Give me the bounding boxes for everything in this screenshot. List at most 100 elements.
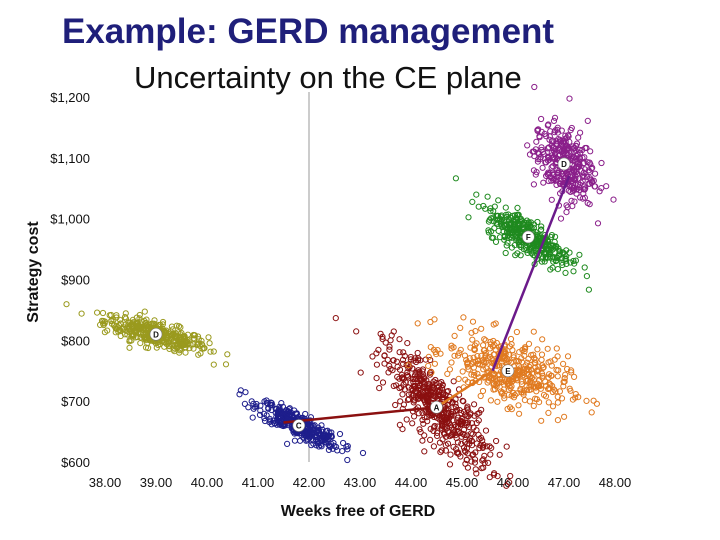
scatter-point	[446, 366, 453, 373]
scatter-point	[418, 393, 425, 400]
scatter-point	[583, 174, 591, 181]
scatter-point	[190, 345, 197, 352]
scatter-point	[515, 211, 522, 218]
scatter-point	[486, 354, 493, 361]
scatter-point	[101, 329, 109, 336]
scatter-point	[445, 407, 452, 414]
scatter-point	[153, 344, 160, 351]
scatter-point	[464, 405, 471, 412]
scatter-point	[560, 360, 567, 367]
scatter-point	[130, 319, 137, 326]
scatter-point	[562, 269, 569, 276]
scatter-point	[460, 398, 467, 405]
scatter-point	[585, 167, 592, 174]
scatter-point	[495, 227, 502, 234]
scatter-point	[175, 323, 183, 330]
scatter-point	[417, 375, 424, 382]
scatter-point	[406, 363, 413, 370]
x-tick-label: 48.00	[599, 475, 632, 490]
frontier-segment	[283, 406, 437, 424]
scatter-point	[494, 398, 501, 405]
scatter-point	[558, 395, 566, 402]
scatter-point	[548, 372, 555, 379]
scatter-point	[122, 315, 130, 322]
x-tick-labels: 38.00 39.00 40.00 41.00 42.00 43.00 44.00 45.00…	[89, 475, 632, 490]
scatter-point	[453, 435, 460, 442]
scatter-point	[534, 158, 542, 165]
scatter-point	[414, 320, 421, 327]
scatter-point	[538, 226, 545, 233]
scatter-point	[452, 400, 459, 407]
scatter-point	[386, 343, 393, 350]
scatter-point	[140, 326, 147, 333]
scatter-point	[399, 391, 406, 398]
scatter-point	[531, 83, 538, 91]
scatter-point	[538, 223, 545, 230]
scatter-point	[592, 170, 599, 177]
scatter-point	[470, 364, 477, 371]
scatter-point	[474, 358, 481, 365]
scatter-point	[496, 234, 504, 241]
scatter-point	[521, 397, 529, 404]
scatter-point	[447, 451, 454, 458]
scatter-point	[478, 325, 485, 332]
scatter-point	[470, 371, 477, 379]
scatter-point	[571, 177, 579, 184]
efficiency-frontier-lines	[283, 175, 571, 424]
scatter-point	[526, 383, 533, 390]
scatter-point	[486, 474, 493, 481]
scatter-point	[387, 337, 394, 344]
scatter-point	[441, 423, 448, 430]
scatter-point	[411, 413, 418, 420]
y-tick-label: $600	[61, 455, 90, 470]
scatter-point	[581, 264, 588, 271]
scatter-point	[521, 348, 528, 355]
scatter-point	[506, 220, 513, 227]
scatter-point	[210, 361, 217, 368]
scatter-point	[563, 202, 570, 209]
scatter-point	[502, 249, 509, 257]
scatter-point	[328, 432, 335, 439]
scatter-point	[512, 233, 519, 240]
scatter-point	[405, 362, 412, 369]
scatter-point	[448, 345, 455, 352]
scatter-point	[405, 365, 412, 372]
scatter-point	[176, 349, 183, 356]
scatter-point	[442, 433, 450, 440]
scatter-point	[472, 328, 479, 335]
scatter-point	[446, 461, 454, 468]
scatter-point	[528, 370, 536, 377]
scatter-point	[78, 310, 85, 317]
scatter-point	[547, 266, 554, 273]
scatter-point	[493, 437, 500, 445]
scatter-point	[151, 317, 158, 324]
scatter-point	[375, 346, 382, 353]
scatter-point	[171, 332, 178, 339]
scatter-point	[386, 362, 393, 369]
scatter-point	[478, 434, 485, 441]
scatter-point	[469, 198, 476, 205]
scatter-point	[408, 390, 415, 397]
scatter-point	[575, 159, 582, 166]
scatter-point	[557, 151, 564, 158]
scatter-point	[514, 204, 521, 211]
scatter-point	[467, 411, 474, 418]
scatter-point	[166, 345, 173, 352]
scatter-point	[483, 443, 491, 450]
scatter-point	[454, 417, 461, 424]
scatter-point	[261, 415, 268, 422]
scatter-point	[427, 344, 434, 351]
scatter-point	[319, 434, 327, 441]
x-axis-title: Weeks free of GERD	[281, 503, 435, 520]
scatter-point	[530, 221, 538, 228]
scatter-point	[462, 460, 469, 467]
scatter-point	[540, 391, 548, 398]
scatter-point	[540, 151, 547, 158]
scatter-point	[399, 426, 406, 433]
scatter-point	[458, 440, 465, 447]
scatter-point	[141, 335, 148, 342]
scatter-point	[430, 443, 437, 450]
scatter-point	[588, 409, 595, 416]
scatter-point	[284, 440, 291, 447]
scatter-point	[373, 361, 380, 368]
